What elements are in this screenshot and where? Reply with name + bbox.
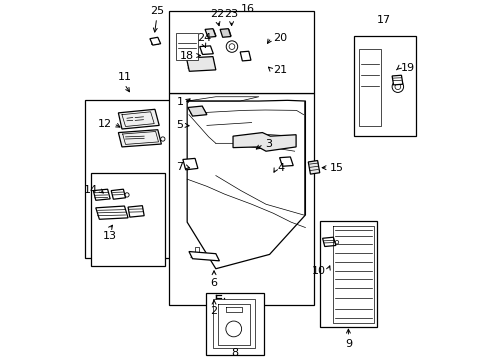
Text: 2: 2 (210, 306, 217, 316)
Polygon shape (240, 51, 250, 61)
Bar (91, 173, 164, 266)
Bar (353, 36, 415, 136)
Polygon shape (188, 252, 219, 261)
Polygon shape (322, 237, 335, 247)
Text: 3: 3 (264, 139, 272, 149)
Polygon shape (183, 158, 198, 170)
Text: 1: 1 (176, 97, 183, 107)
Polygon shape (220, 29, 230, 37)
Text: 11: 11 (117, 72, 131, 82)
Polygon shape (204, 29, 215, 37)
Text: 13: 13 (102, 231, 116, 241)
Text: 5: 5 (176, 120, 183, 130)
Bar (358, 49, 380, 126)
Text: 18: 18 (180, 50, 194, 60)
Polygon shape (186, 57, 215, 71)
Text: 4: 4 (277, 163, 285, 174)
Text: 10: 10 (311, 266, 325, 275)
Polygon shape (391, 75, 402, 85)
Polygon shape (128, 206, 144, 217)
Polygon shape (118, 109, 159, 129)
Bar (176, 33, 198, 60)
Text: 6: 6 (210, 278, 217, 288)
Polygon shape (93, 189, 110, 200)
Text: 24: 24 (197, 33, 211, 43)
Text: 9: 9 (344, 339, 351, 348)
Text: 25: 25 (149, 6, 163, 16)
Text: 16: 16 (241, 4, 255, 14)
Text: 21: 21 (273, 65, 287, 75)
Polygon shape (307, 161, 319, 174)
Polygon shape (187, 106, 206, 116)
Text: 12: 12 (98, 118, 112, 129)
Polygon shape (96, 206, 128, 219)
Polygon shape (199, 46, 213, 54)
Text: 7: 7 (176, 162, 183, 172)
Text: 17: 17 (376, 15, 390, 25)
Text: 15: 15 (329, 163, 343, 173)
Text: 23: 23 (224, 9, 238, 19)
Polygon shape (111, 189, 125, 199)
Bar (213, 299, 255, 348)
Polygon shape (150, 37, 161, 45)
Bar (319, 221, 376, 327)
Text: 8: 8 (231, 347, 238, 357)
Bar (169, 11, 314, 93)
Polygon shape (279, 157, 293, 166)
Text: 20: 20 (273, 33, 287, 42)
Text: 14: 14 (83, 185, 98, 195)
Bar (169, 93, 314, 305)
Polygon shape (233, 132, 296, 151)
Text: 22: 22 (210, 9, 224, 19)
Bar (206, 293, 264, 355)
Text: 19: 19 (400, 63, 414, 73)
Polygon shape (118, 130, 161, 147)
Bar (85, 100, 176, 258)
